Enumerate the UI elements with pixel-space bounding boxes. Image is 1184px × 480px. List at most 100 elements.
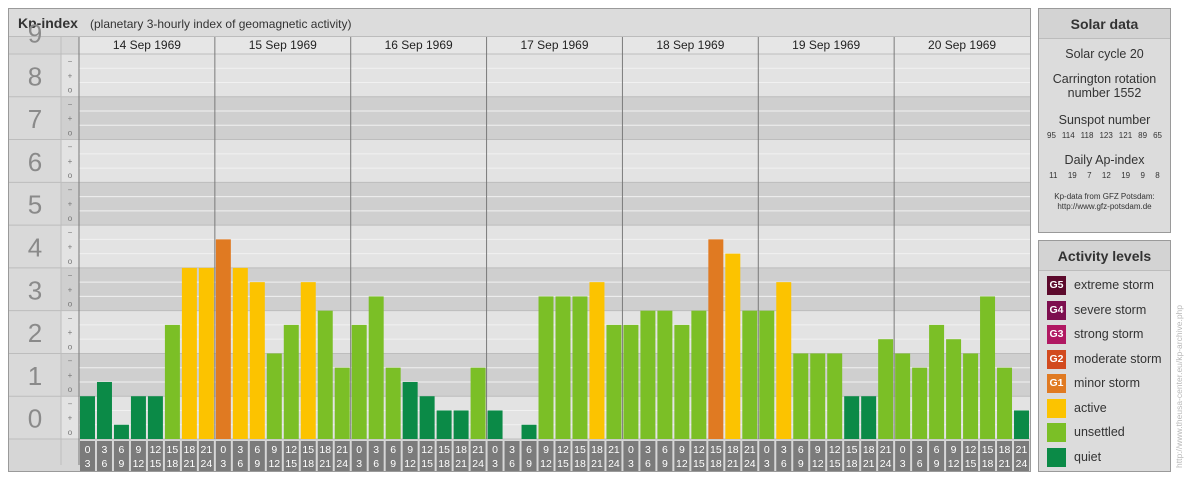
activity-levels-panel: Activity levels G5 extreme storm G4 seve… — [1038, 240, 1171, 472]
interval-end-label: 15 — [150, 458, 162, 470]
kp-bar — [861, 396, 877, 439]
interval-start-label: 0 — [764, 444, 770, 456]
kp-bar — [249, 282, 265, 439]
kp-bar — [810, 353, 826, 439]
interval-cell — [300, 441, 316, 471]
solar-data-panel: Solar data Solar cycle 20 Carrington rot… — [1038, 8, 1171, 233]
credit-link[interactable]: http://www.gfz-potsdam.de — [1057, 202, 1152, 211]
kp-subdivision-mark: o — [68, 86, 73, 95]
interval-end-label: 21 — [319, 458, 331, 470]
interval-cell — [776, 441, 792, 471]
y-tick-label: 7 — [28, 104, 42, 134]
interval-end-label: 6 — [373, 458, 379, 470]
interval-start-label: 15 — [982, 444, 994, 456]
data-credit: Kp-data from GFZ Potsdam: http://www.gfz… — [1039, 192, 1170, 212]
carrington-rotation-label: Carrington rotation — [1052, 72, 1157, 86]
interval-cell — [572, 441, 588, 471]
legend-swatch: G5 — [1047, 276, 1066, 295]
legend-label: unsettled — [1074, 425, 1125, 439]
kp-bar — [912, 367, 928, 439]
interval-cell — [793, 441, 809, 471]
interval-start-label: 9 — [407, 444, 413, 456]
interval-end-label: 21 — [184, 458, 196, 470]
kp-bar — [674, 324, 690, 439]
interval-end-label: 9 — [934, 458, 940, 470]
kp-bar — [368, 296, 384, 439]
kp-bar — [147, 396, 163, 439]
date-header-strip — [79, 37, 1030, 54]
day-label: 15 Sep 1969 — [249, 38, 317, 52]
kp-subdivision-mark: o — [68, 342, 73, 351]
interval-cell — [861, 441, 877, 471]
interval-start-label: 21 — [472, 444, 484, 456]
interval-cell — [946, 441, 962, 471]
chart-title: Kp-index — [18, 15, 78, 31]
kp-bar — [351, 324, 367, 439]
kp-bar — [691, 310, 707, 439]
interval-start-label: 12 — [421, 444, 433, 456]
legend-item-minor-storm: G1 minor storm — [1039, 372, 1170, 397]
interval-start-label: 21 — [1016, 444, 1028, 456]
interval-start-label: 6 — [798, 444, 804, 456]
interval-cell — [470, 441, 486, 471]
kp-band — [9, 139, 1030, 183]
kp-bar-chart: 0123456789o+−o+−o+−o+−o+−o+−o+−o+−o+−14 … — [9, 19, 1030, 471]
interval-end-label: 12 — [133, 458, 145, 470]
kp-bar — [895, 353, 911, 439]
kp-bar — [725, 253, 741, 439]
interval-start-label: 3 — [509, 444, 515, 456]
interval-end-label: 24 — [608, 458, 620, 470]
interval-start-label: 18 — [727, 444, 739, 456]
interval-end-label: 24 — [201, 458, 213, 470]
interval-start-label: 15 — [302, 444, 314, 456]
interval-end-label: 9 — [254, 458, 260, 470]
legend-swatch — [1047, 398, 1066, 418]
kp-chart-panel: Kp-index (planetary 3-hourly index of ge… — [8, 8, 1031, 472]
interval-end-label: 18 — [710, 458, 722, 470]
kp-subdivision-mark: − — [68, 314, 73, 323]
interval-cell — [963, 441, 979, 471]
ap-value: 19 — [1067, 171, 1077, 180]
interval-end-label: 15 — [829, 458, 841, 470]
interval-cell — [725, 441, 741, 471]
interval-end-label: 21 — [999, 458, 1011, 470]
kp-subdivision-mark: + — [68, 157, 73, 166]
legend-label: moderate storm — [1074, 351, 1162, 366]
kp-bar — [487, 410, 503, 439]
kp-bar — [283, 324, 299, 439]
kp-band — [9, 353, 1030, 397]
interval-start-label: 9 — [136, 444, 142, 456]
sunspot-value: 95 — [1047, 131, 1056, 140]
kp-subdivision-mark: + — [68, 328, 73, 337]
kp-bar — [80, 396, 95, 439]
interval-end-label: 21 — [591, 458, 603, 470]
interval-end-label: 6 — [102, 458, 108, 470]
interval-start-label: 3 — [781, 444, 787, 456]
kp-bar — [453, 410, 469, 439]
kp-bar — [385, 367, 401, 439]
kp-subdivision-mark: + — [68, 371, 73, 380]
interval-cell — [334, 441, 350, 471]
sunspot-number-label: Sunspot number — [1058, 113, 1151, 127]
interval-cell — [742, 441, 758, 471]
interval-cell — [895, 441, 911, 471]
interval-start-label: 0 — [85, 444, 91, 456]
interval-start-label: 0 — [900, 444, 906, 456]
kp-bar — [640, 310, 656, 439]
ap-value: 8 — [1155, 171, 1160, 180]
interval-cell — [878, 441, 894, 471]
interval-start-label: 21 — [201, 444, 213, 456]
kp-bar — [827, 353, 843, 439]
interval-start-label: 6 — [526, 444, 532, 456]
interval-start-label: 21 — [336, 444, 348, 456]
kp-subdivision-mark: − — [68, 57, 73, 66]
kp-bar — [198, 267, 214, 439]
interval-start-label: 9 — [815, 444, 821, 456]
interval-start-label: 3 — [102, 444, 108, 456]
sunspot-value: 65 — [1153, 131, 1162, 140]
interval-cell — [674, 441, 690, 471]
interval-cell — [691, 441, 707, 471]
ap-value: 11 — [1049, 171, 1058, 180]
interval-end-label: 15 — [965, 458, 977, 470]
interval-end-label: 6 — [509, 458, 515, 470]
